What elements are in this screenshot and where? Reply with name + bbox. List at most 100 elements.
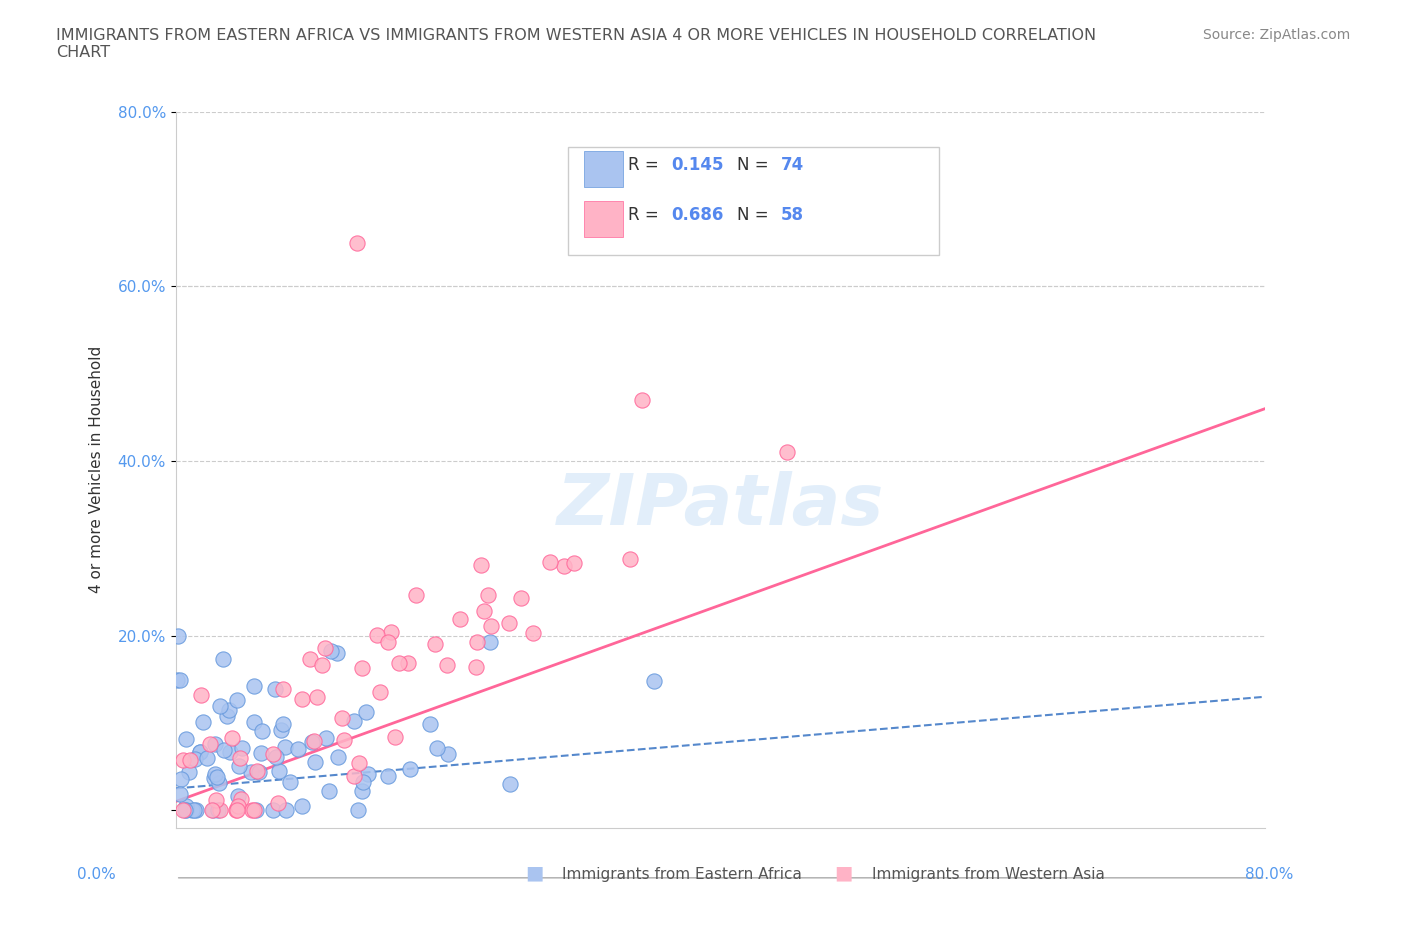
Immigrants from Eastern Africa (183, 803, 205, 817)
Immigrants from Eastern Africa (250, 745, 273, 760)
Immigrants from Western Asia (405, 588, 427, 603)
Text: 0.686: 0.686 (672, 206, 724, 224)
Immigrants from Eastern Africa (176, 803, 198, 817)
Immigrants from Eastern Africa (226, 789, 249, 804)
Immigrants from Western Asia (630, 392, 652, 407)
Text: ■: ■ (834, 864, 853, 883)
Immigrants from Eastern Africa (169, 672, 191, 687)
Immigrants from Eastern Africa (301, 735, 323, 750)
Text: ■: ■ (524, 864, 544, 883)
Immigrants from Eastern Africa (399, 762, 422, 777)
Immigrants from Eastern Africa (304, 754, 326, 769)
Immigrants from Eastern Africa (271, 716, 294, 731)
Immigrants from Western Asia (225, 803, 247, 817)
Immigrants from Eastern Africa (321, 644, 343, 658)
Immigrants from Western Asia (423, 637, 446, 652)
FancyBboxPatch shape (585, 201, 623, 237)
Text: N =: N = (737, 206, 773, 224)
Immigrants from Western Asia (243, 803, 266, 817)
Immigrants from Western Asia (298, 652, 321, 667)
Immigrants from Western Asia (377, 634, 399, 649)
Immigrants from Western Asia (449, 611, 471, 626)
Immigrants from Western Asia (522, 626, 544, 641)
Immigrants from Eastern Africa (274, 803, 297, 817)
Immigrants from Eastern Africa (218, 702, 240, 717)
Immigrants from Western Asia (619, 551, 641, 566)
Immigrants from Eastern Africa (207, 803, 229, 817)
Immigrants from Eastern Africa (499, 777, 522, 791)
Immigrants from Western Asia (498, 616, 520, 631)
Immigrants from Western Asia (311, 658, 333, 673)
Immigrants from Western Asia (776, 445, 799, 459)
Immigrants from Western Asia (200, 737, 222, 751)
Immigrants from Eastern Africa (291, 798, 314, 813)
Y-axis label: 4 or more Vehicles in Household: 4 or more Vehicles in Household (89, 346, 104, 593)
Immigrants from Eastern Africa (208, 698, 231, 713)
Immigrants from Western Asia (226, 798, 249, 813)
Immigrants from Western Asia (380, 624, 402, 639)
Immigrants from Western Asia (179, 753, 201, 768)
Immigrants from Western Asia (330, 711, 353, 725)
Immigrants from Western Asia (538, 554, 561, 569)
Immigrants from Eastern Africa (267, 764, 290, 778)
Immigrants from Western Asia (172, 803, 194, 817)
Immigrants from Western Asia (553, 559, 575, 574)
Immigrants from Eastern Africa (479, 635, 502, 650)
Immigrants from Western Asia (472, 604, 495, 618)
Immigrants from Western Asia (228, 751, 250, 765)
Immigrants from Eastern Africa (352, 775, 374, 790)
Immigrants from Western Asia (291, 692, 314, 707)
Immigrants from Eastern Africa (188, 745, 211, 760)
Immigrants from Eastern Africa (166, 672, 188, 687)
Immigrants from Western Asia (562, 555, 585, 570)
FancyBboxPatch shape (568, 148, 939, 255)
Immigrants from Eastern Africa (243, 715, 266, 730)
Immigrants from Western Asia (262, 747, 284, 762)
Immigrants from Eastern Africa (173, 803, 195, 817)
Immigrants from Eastern Africa (377, 768, 399, 783)
Immigrants from Eastern Africa (170, 772, 193, 787)
Immigrants from Western Asia (343, 768, 366, 783)
Text: 0.0%: 0.0% (77, 867, 117, 882)
Immigrants from Western Asia (201, 803, 224, 817)
Immigrants from Western Asia (510, 591, 533, 605)
Immigrants from Eastern Africa (184, 752, 207, 767)
Immigrants from Eastern Africa (250, 724, 273, 738)
Immigrants from Eastern Africa (437, 747, 460, 762)
Text: 0.145: 0.145 (672, 156, 724, 174)
Immigrants from Western Asia (479, 618, 502, 633)
Immigrants from Eastern Africa (167, 628, 190, 643)
Immigrants from Eastern Africa (208, 776, 231, 790)
Immigrants from Eastern Africa (215, 708, 238, 723)
Immigrants from Western Asia (350, 660, 373, 675)
Immigrants from Eastern Africa (270, 723, 292, 737)
Immigrants from Eastern Africa (264, 750, 287, 764)
Immigrants from Western Asia (208, 803, 231, 817)
Immigrants from Eastern Africa (352, 784, 374, 799)
Immigrants from Western Asia (240, 803, 263, 817)
Immigrants from Eastern Africa (318, 783, 340, 798)
Immigrants from Eastern Africa (212, 743, 235, 758)
Immigrants from Eastern Africa (188, 744, 211, 759)
Immigrants from Eastern Africa (262, 803, 284, 817)
Text: Source: ZipAtlas.com: Source: ZipAtlas.com (1202, 28, 1350, 42)
Immigrants from Western Asia (346, 235, 368, 250)
Text: 74: 74 (780, 156, 804, 174)
Immigrants from Eastern Africa (177, 764, 200, 779)
Immigrants from Western Asia (314, 641, 336, 656)
Immigrants from Western Asia (271, 682, 294, 697)
Immigrants from Eastern Africa (315, 731, 337, 746)
Immigrants from Eastern Africa (274, 739, 297, 754)
Immigrants from Western Asia (205, 792, 228, 807)
Immigrants from Eastern Africa (343, 713, 366, 728)
Immigrants from Western Asia (465, 659, 488, 674)
Immigrants from Eastern Africa (357, 766, 380, 781)
Text: ZIPatlas: ZIPatlas (557, 471, 884, 540)
Immigrants from Eastern Africa (247, 764, 270, 779)
Immigrants from Eastern Africa (174, 799, 197, 814)
Immigrants from Eastern Africa (243, 679, 266, 694)
Immigrants from Western Asia (267, 795, 290, 810)
Immigrants from Western Asia (172, 752, 194, 767)
Immigrants from Eastern Africa (195, 751, 218, 765)
Immigrants from Western Asia (190, 687, 212, 702)
